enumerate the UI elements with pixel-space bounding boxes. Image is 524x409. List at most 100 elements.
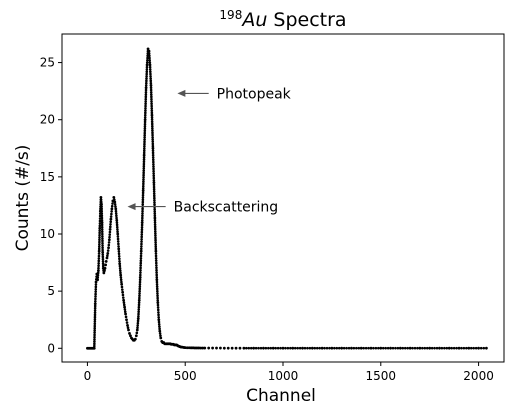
data-point bbox=[153, 207, 156, 211]
data-point bbox=[101, 241, 104, 245]
data-point bbox=[140, 237, 143, 241]
data-point bbox=[158, 325, 161, 328]
data-point bbox=[101, 260, 105, 263]
data-point bbox=[144, 104, 147, 108]
data-point bbox=[113, 198, 116, 202]
data-point bbox=[447, 346, 451, 350]
data-point bbox=[111, 202, 114, 205]
data-point bbox=[115, 225, 119, 229]
data-point bbox=[150, 122, 154, 126]
data-point bbox=[120, 285, 124, 289]
data-point bbox=[384, 346, 387, 350]
data-point bbox=[143, 133, 146, 137]
data-point bbox=[94, 295, 97, 298]
data-point bbox=[306, 346, 309, 350]
data-point bbox=[107, 238, 111, 242]
data-point bbox=[114, 207, 118, 211]
data-point bbox=[150, 118, 154, 121]
data-point bbox=[320, 346, 324, 350]
data-point bbox=[94, 300, 97, 303]
data-point bbox=[141, 209, 144, 213]
data-point bbox=[157, 313, 160, 317]
data-point bbox=[94, 292, 97, 296]
data-point bbox=[100, 221, 104, 224]
data-point bbox=[142, 160, 146, 164]
data-point bbox=[100, 223, 104, 227]
data-point bbox=[103, 266, 107, 270]
data-point bbox=[340, 346, 344, 350]
data-point bbox=[377, 346, 380, 350]
data-point bbox=[151, 149, 155, 152]
data-point bbox=[141, 187, 145, 190]
data-point bbox=[123, 310, 127, 314]
data-point bbox=[479, 346, 483, 350]
data-point bbox=[118, 257, 121, 261]
data-point bbox=[139, 247, 143, 251]
data-point bbox=[138, 292, 141, 295]
data-point bbox=[267, 346, 270, 350]
data-point bbox=[106, 249, 110, 252]
data-point bbox=[136, 321, 140, 325]
data-point bbox=[141, 193, 145, 197]
data-point bbox=[93, 326, 97, 330]
data-point bbox=[142, 178, 145, 181]
data-point bbox=[100, 218, 104, 222]
data-point bbox=[93, 344, 96, 348]
data-point bbox=[201, 346, 205, 350]
data-point bbox=[391, 346, 395, 350]
data-point bbox=[149, 88, 153, 92]
data-point bbox=[423, 346, 427, 350]
data-point bbox=[144, 97, 148, 101]
data-point bbox=[123, 305, 126, 309]
data-point bbox=[257, 346, 260, 350]
data-point bbox=[149, 79, 153, 83]
data-point bbox=[157, 315, 160, 319]
data-point bbox=[457, 346, 461, 350]
data-point bbox=[146, 56, 149, 60]
data-point bbox=[154, 234, 157, 237]
data-point bbox=[140, 228, 144, 232]
x-tick-label: 500 bbox=[174, 369, 197, 383]
data-point bbox=[154, 247, 158, 251]
data-point bbox=[142, 151, 146, 155]
data-point bbox=[101, 257, 105, 261]
data-point bbox=[100, 214, 104, 218]
data-point bbox=[330, 346, 334, 350]
data-point bbox=[342, 346, 346, 350]
annotation-arrow-head bbox=[177, 89, 186, 97]
data-point bbox=[230, 346, 234, 350]
data-point bbox=[105, 256, 109, 260]
data-point bbox=[262, 346, 265, 350]
data-point bbox=[152, 167, 155, 171]
y-tick-label: 15 bbox=[40, 170, 55, 184]
data-point bbox=[97, 252, 101, 255]
data-point bbox=[482, 346, 486, 350]
data-point bbox=[350, 346, 353, 350]
data-point bbox=[125, 321, 129, 324]
data-point bbox=[143, 131, 147, 135]
data-point bbox=[318, 346, 321, 350]
data-point bbox=[142, 175, 145, 179]
data-point bbox=[149, 93, 153, 96]
data-point bbox=[144, 88, 148, 92]
data-point bbox=[151, 151, 155, 155]
data-point bbox=[137, 303, 141, 307]
data-point bbox=[140, 226, 144, 229]
data-point bbox=[101, 237, 104, 240]
data-point bbox=[406, 346, 409, 350]
data-point bbox=[149, 70, 152, 74]
data-point bbox=[109, 215, 113, 218]
data-point bbox=[96, 278, 99, 282]
data-point bbox=[157, 320, 161, 324]
data-point bbox=[143, 138, 146, 141]
data-point bbox=[153, 221, 157, 224]
data-point bbox=[117, 252, 121, 256]
data-point bbox=[142, 149, 146, 153]
data-point bbox=[134, 334, 138, 338]
data-point bbox=[93, 306, 97, 310]
y-tick-label: 10 bbox=[40, 227, 55, 241]
data-point bbox=[126, 326, 130, 330]
data-point bbox=[142, 173, 145, 177]
data-point bbox=[151, 146, 155, 150]
data-point bbox=[211, 346, 214, 350]
